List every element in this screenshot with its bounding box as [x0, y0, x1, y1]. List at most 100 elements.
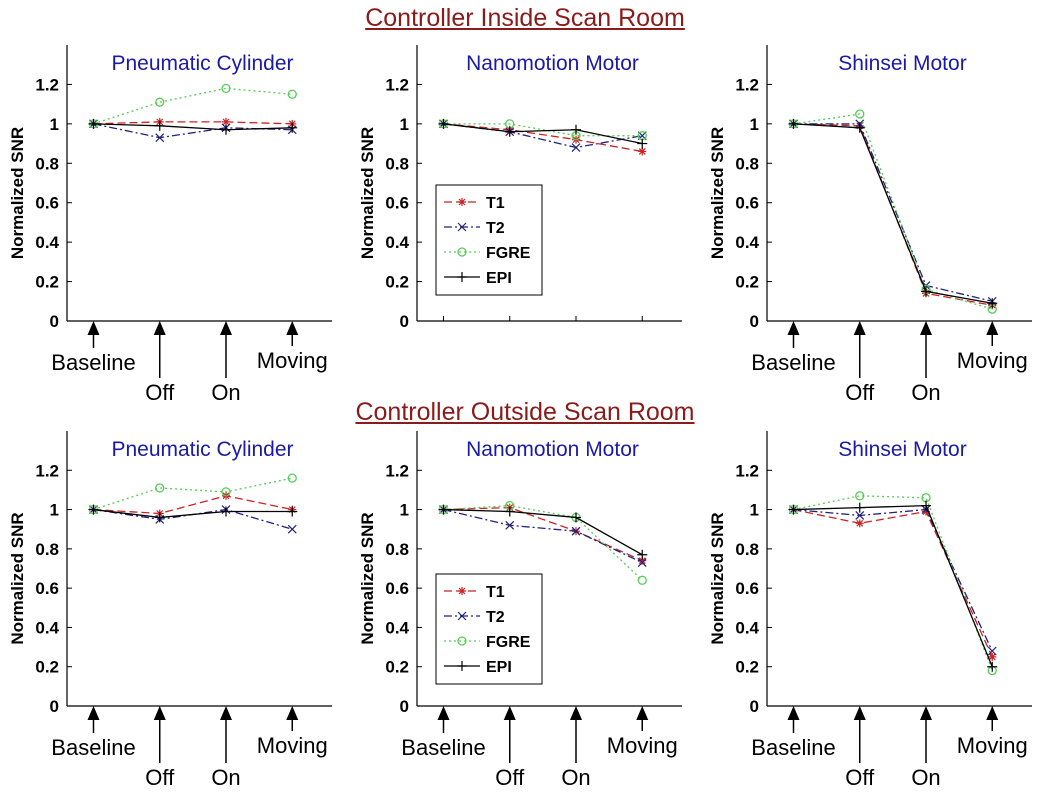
data-point-epi [154, 512, 165, 523]
section-title-outside: Controller Outside Scan Room [355, 398, 695, 426]
x-arrow-head [853, 706, 866, 720]
legend-marker-fgre [457, 247, 467, 257]
y-tick-label: 0.2 [385, 273, 409, 292]
y-tick-label: 0.8 [35, 154, 59, 173]
y-tick-label: 0.2 [35, 273, 59, 292]
y-tick-label: 1.2 [385, 461, 409, 480]
y-tick-label: 0.2 [35, 658, 59, 677]
data-point-epi [921, 286, 931, 297]
legend-label-t2: T2 [486, 220, 505, 237]
data-point-epi [854, 502, 865, 513]
series-line-epi [793, 123, 993, 304]
legend-marker-epi [457, 661, 467, 671]
y-tick-label: 0.8 [35, 540, 59, 559]
series-line-fgre [443, 504, 643, 581]
data-point-epi [571, 512, 581, 523]
data-point-epi [637, 138, 648, 149]
data-point-t2 [155, 133, 165, 143]
series-line-t1 [443, 506, 643, 562]
data-point-fgre [637, 575, 647, 585]
data-point-fgre [155, 97, 165, 107]
x-category-label: Moving [257, 348, 328, 373]
y-axis-label: Normalized SNR [358, 127, 377, 259]
x-category-label: On [211, 765, 240, 790]
y-axis-label: Normalized SNR [358, 512, 377, 644]
y-tick-label: 1 [50, 501, 59, 520]
y-tick-label: 0.6 [35, 579, 59, 598]
y-tick-label: 0.2 [385, 658, 409, 677]
series-line-t1 [793, 508, 993, 658]
y-tick-label: 0.8 [735, 540, 759, 559]
y-tick-label: 0.4 [35, 233, 59, 252]
x-category-label: Moving [257, 733, 328, 758]
legend-label-epi: EPI [486, 270, 512, 287]
legend-label-epi: EPI [486, 659, 512, 676]
data-point-t2 [505, 520, 515, 530]
x-arrow-head [787, 321, 800, 335]
x-arrow-head [853, 321, 866, 335]
data-point-epi [287, 506, 298, 517]
series-line-t1 [93, 121, 293, 125]
data-point-t1 [638, 556, 647, 565]
y-tick-label: 0 [750, 312, 759, 331]
y-tick-label: 0.6 [735, 194, 759, 213]
series-line-fgre [93, 87, 293, 125]
y-tick-label: 0 [400, 312, 409, 331]
y-tick-label: 1.2 [735, 461, 759, 480]
x-arrow-head [87, 321, 100, 335]
x-category-label: Baseline [51, 735, 135, 760]
chart-panel-1: 0 0.2 0.4 0.6 0.8 1 1.2 Normalized SNR Nanomotio… [358, 45, 682, 331]
x-arrow-head [986, 706, 999, 720]
data-point-epi [637, 549, 648, 560]
data-point-t2 [571, 526, 581, 536]
chart-title: Nanomotion Motor [466, 52, 639, 75]
series-line-epi [793, 504, 993, 667]
y-tick-label: 0.6 [385, 579, 409, 598]
x-arrow-head [920, 321, 932, 335]
y-tick-label: 0.4 [735, 233, 759, 252]
chart-title: Pneumatic Cylinder [111, 52, 293, 75]
x-category-label: Off [845, 765, 875, 790]
x-category-label: Moving [607, 733, 678, 758]
series-line-t2 [443, 508, 643, 564]
data-point-t1 [922, 507, 930, 516]
y-tick-label: 0.4 [385, 233, 409, 252]
data-point-fgre [287, 473, 297, 483]
y-tick-label: 1.2 [35, 461, 59, 480]
legend-marker-epi [457, 272, 467, 282]
y-tick-label: 1 [400, 501, 409, 520]
y-tick-label: 0 [50, 312, 59, 331]
legend-marker-t2 [457, 222, 467, 232]
y-tick-label: 0.6 [735, 579, 759, 598]
data-point-fgre [855, 491, 865, 501]
x-category-label: Off [145, 380, 175, 405]
x-arrow-head [570, 706, 582, 720]
data-point-t2 [287, 524, 297, 534]
series-line-epi [443, 508, 643, 556]
legend-label-fgre: FGRE [486, 245, 531, 262]
data-point-epi [788, 504, 799, 515]
x-category-label: On [911, 765, 940, 790]
y-tick-label: 0.6 [385, 194, 409, 213]
chart-panel-5: 0 0.2 0.4 0.6 0.8 1 1.2 Normalized SNR Shinsei M… [708, 431, 1032, 790]
y-tick-label: 1.2 [735, 75, 759, 94]
y-tick-label: 0.6 [35, 194, 59, 213]
x-category-label: Baseline [401, 735, 485, 760]
y-axis-label: Normalized SNR [8, 127, 27, 259]
series-line-t2 [93, 123, 293, 139]
data-point-t1 [855, 519, 864, 528]
series-line-fgre [793, 113, 993, 310]
x-arrow-head [153, 706, 166, 720]
chart-title: Nanomotion Motor [466, 438, 639, 461]
x-arrow-head [986, 321, 999, 335]
x-category-label: Off [145, 765, 175, 790]
x-category-label: Baseline [751, 350, 835, 375]
data-point-epi [88, 504, 99, 515]
data-point-fgre [287, 89, 297, 99]
x-arrow-head [87, 706, 100, 720]
data-point-fgre [221, 83, 231, 94]
x-category-label: On [211, 380, 240, 405]
data-point-epi [221, 506, 231, 517]
series-line-t1 [443, 123, 643, 153]
